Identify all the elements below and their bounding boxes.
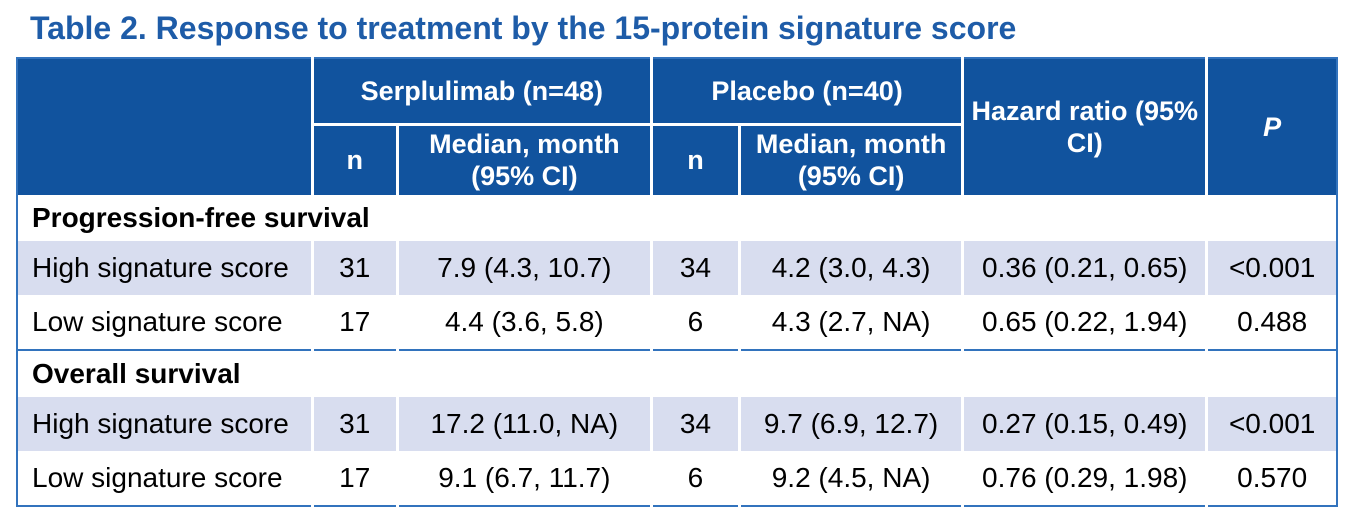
header-median-placebo: Median, month (95% CI) bbox=[739, 124, 965, 195]
table-row-os-high: High signature score 31 17.2 (11.0, NA) … bbox=[17, 396, 1337, 451]
header-n-placebo: n bbox=[651, 124, 742, 195]
cell-n-placebo: 34 bbox=[649, 240, 740, 295]
section-row-os: Overall survival bbox=[17, 348, 1337, 397]
row-label: High signature score bbox=[17, 240, 313, 295]
header-n-serplulimab: n bbox=[312, 124, 399, 195]
cell-median-serplulimab: 7.9 (4.3, 10.7) bbox=[395, 240, 652, 295]
section-label-os: Overall survival bbox=[17, 348, 1337, 397]
cell-median-serplulimab: 4.4 (3.6, 5.8) bbox=[395, 294, 652, 350]
header-median-serplulimab: Median, month (95% CI) bbox=[397, 124, 653, 195]
cell-median-serplulimab: 17.2 (11.0, NA) bbox=[395, 396, 652, 451]
cell-n-placebo: 6 bbox=[649, 450, 740, 506]
header-p-value: P bbox=[1206, 58, 1337, 195]
cell-p-value: 0.488 bbox=[1205, 294, 1337, 350]
cell-median-serplulimab: 9.1 (6.7, 11.7) bbox=[395, 450, 652, 506]
header-stub-cell bbox=[17, 58, 314, 195]
cell-n-serplulimab: 17 bbox=[310, 294, 398, 350]
header-hazard-ratio: Hazard ratio (95% CI) bbox=[962, 58, 1209, 195]
cell-median-placebo: 4.2 (3.0, 4.3) bbox=[737, 240, 963, 295]
cell-hazard-ratio: 0.76 (0.29, 1.98) bbox=[961, 450, 1207, 506]
cell-hazard-ratio: 0.27 (0.15, 0.49) bbox=[961, 396, 1207, 451]
row-label: Low signature score bbox=[17, 450, 313, 506]
header-group-placebo: Placebo (n=40) bbox=[651, 58, 965, 126]
table-row-pfs-low: Low signature score 17 4.4 (3.6, 5.8) 6 … bbox=[17, 294, 1337, 350]
cell-median-placebo: 9.2 (4.5, NA) bbox=[737, 450, 963, 506]
cell-p-value: <0.001 bbox=[1205, 240, 1337, 295]
cell-p-value: 0.570 bbox=[1205, 450, 1337, 506]
table-row-os-low: Low signature score 17 9.1 (6.7, 11.7) 6… bbox=[17, 450, 1337, 506]
section-row-pfs: Progression-free survival bbox=[17, 194, 1337, 241]
cell-n-placebo: 34 bbox=[649, 396, 740, 451]
section-label-pfs: Progression-free survival bbox=[17, 194, 1337, 241]
cell-n-serplulimab: 31 bbox=[310, 240, 398, 295]
header-group-serplulimab: Serplulimab (n=48) bbox=[312, 58, 653, 126]
cell-hazard-ratio: 0.65 (0.22, 1.94) bbox=[961, 294, 1207, 350]
table-row-pfs-high: High signature score 31 7.9 (4.3, 10.7) … bbox=[17, 240, 1337, 295]
cell-hazard-ratio: 0.36 (0.21, 0.65) bbox=[961, 240, 1207, 295]
cell-p-value: <0.001 bbox=[1205, 396, 1337, 451]
table-body: Progression-free survival High signature… bbox=[17, 194, 1337, 506]
table-title: Table 2. Response to treatment by the 15… bbox=[30, 10, 1017, 46]
row-label: Low signature score bbox=[17, 294, 313, 350]
cell-n-placebo: 6 bbox=[649, 294, 740, 350]
table-header: Serplulimab (n=48) Placebo (n=40) Hazard… bbox=[17, 58, 1337, 195]
cell-median-placebo: 9.7 (6.9, 12.7) bbox=[737, 396, 963, 451]
cell-median-placebo: 4.3 (2.7, NA) bbox=[737, 294, 963, 350]
cell-n-serplulimab: 17 bbox=[310, 450, 398, 506]
row-label: High signature score bbox=[17, 396, 313, 451]
cell-n-serplulimab: 31 bbox=[310, 396, 398, 451]
results-table: Serplulimab (n=48) Placebo (n=40) Hazard… bbox=[16, 57, 1338, 507]
